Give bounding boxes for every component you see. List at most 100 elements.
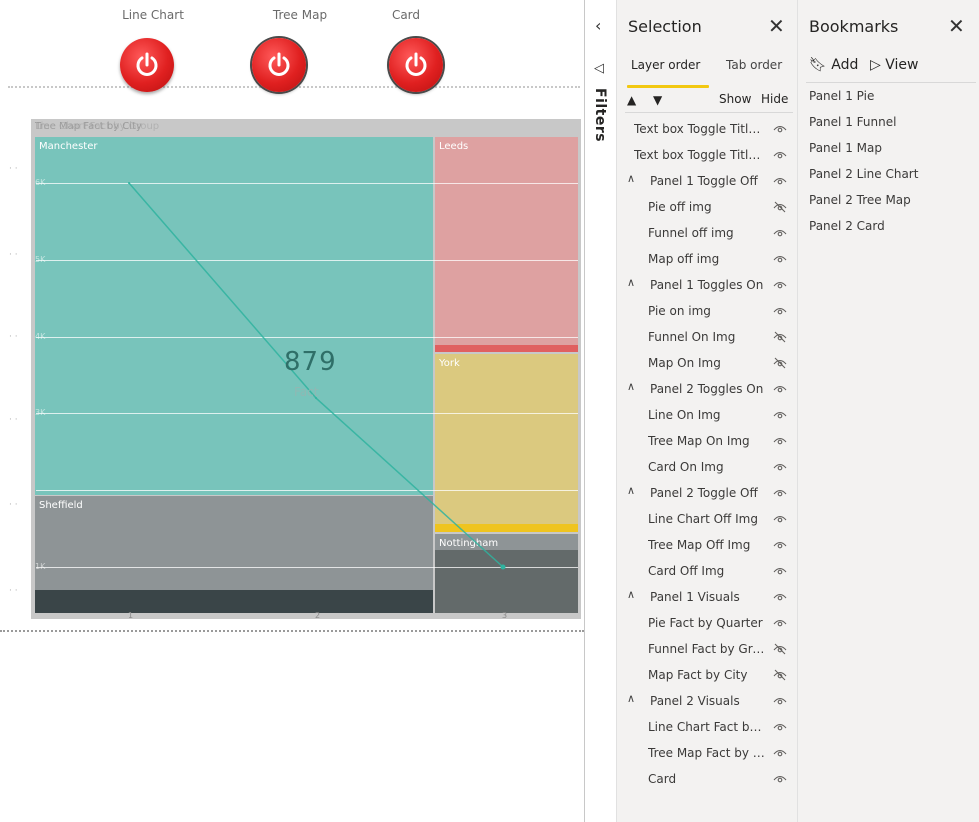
chevron-up-icon[interactable]: ∧ bbox=[627, 172, 636, 185]
canvas-divider bbox=[584, 0, 585, 822]
move-up-icon[interactable]: ▲ bbox=[627, 93, 637, 107]
layer-row[interactable]: Pie off img bbox=[617, 194, 798, 220]
eye-hidden-icon[interactable] bbox=[773, 356, 787, 370]
add-bookmark-button[interactable]: 🔖︎ Add bbox=[809, 57, 858, 73]
eye-icon[interactable] bbox=[773, 564, 787, 578]
x-tick-label: 1 bbox=[128, 611, 134, 620]
layer-row[interactable]: Map off img bbox=[617, 246, 798, 272]
layer-row[interactable]: Text box Toggle Title 2 bbox=[617, 116, 798, 142]
layer-row[interactable]: Funnel Fact by Group bbox=[617, 636, 798, 662]
divider bbox=[806, 82, 976, 83]
eye-icon[interactable] bbox=[773, 538, 787, 552]
bookmark-item[interactable]: Panel 1 Funnel bbox=[809, 115, 897, 129]
layer-label: Panel 2 Toggles On bbox=[650, 382, 764, 396]
treemap-tile-leeds[interactable]: Leeds bbox=[435, 137, 578, 352]
layer-row[interactable]: Line Chart Off Img bbox=[617, 506, 798, 532]
bookmark-item[interactable]: Panel 2 Tree Map bbox=[809, 193, 911, 207]
eye-icon[interactable] bbox=[773, 174, 787, 188]
layer-label: Line Chart Fact by Gr... bbox=[648, 720, 767, 734]
treemap-tile-york[interactable]: York bbox=[435, 354, 578, 532]
layer-group-row[interactable]: ∧ Panel 2 Visuals bbox=[617, 688, 798, 714]
layer-row[interactable]: Map On Img bbox=[617, 350, 798, 376]
layer-row[interactable]: Line On Img bbox=[617, 402, 798, 428]
eye-icon[interactable] bbox=[773, 616, 787, 630]
move-down-icon[interactable]: ▼ bbox=[653, 93, 663, 107]
show-all-button[interactable]: Show bbox=[719, 92, 752, 106]
eye-icon[interactable] bbox=[773, 460, 787, 474]
bookmarks-title: Bookmarks bbox=[809, 17, 899, 36]
layer-row[interactable]: Tree Map On Img bbox=[617, 428, 798, 454]
report-canvas[interactable]: Line Chart Tree Map Card · · · · · · · ·… bbox=[0, 0, 585, 822]
chevron-up-icon[interactable]: ∧ bbox=[627, 692, 636, 705]
filters-pane-collapsed[interactable]: ‹ ◁ Filters bbox=[585, 0, 617, 822]
layer-row[interactable]: Pie Fact by Quarter bbox=[617, 610, 798, 636]
bookmark-item[interactable]: Panel 2 Line Chart bbox=[809, 167, 919, 181]
close-icon[interactable]: ✕ bbox=[768, 14, 785, 38]
tree-map-toggle-button[interactable] bbox=[252, 38, 306, 92]
eye-hidden-icon[interactable] bbox=[773, 330, 787, 344]
eye-hidden-icon[interactable] bbox=[773, 642, 787, 656]
eye-icon[interactable] bbox=[773, 148, 787, 162]
selection-title: Selection bbox=[628, 17, 702, 36]
layer-row[interactable]: Text box Toggle Title 1 bbox=[617, 142, 798, 168]
layer-row[interactable]: Tree Map Fact by City bbox=[617, 740, 798, 766]
eye-icon[interactable] bbox=[773, 512, 787, 526]
eye-icon[interactable] bbox=[773, 304, 787, 318]
eye-icon[interactable] bbox=[773, 434, 787, 448]
eye-icon[interactable] bbox=[773, 122, 787, 136]
bookmark-item[interactable]: Panel 1 Map bbox=[809, 141, 882, 155]
eye-icon[interactable] bbox=[773, 590, 787, 604]
hide-all-button[interactable]: Hide bbox=[761, 92, 789, 106]
x-tick-label: 2 bbox=[315, 611, 321, 620]
filters-label[interactable]: Filters bbox=[592, 88, 608, 143]
line-chart-toggle-button[interactable] bbox=[120, 38, 174, 92]
eye-icon[interactable] bbox=[773, 252, 787, 266]
tab-tab-order[interactable]: Tab order bbox=[726, 58, 783, 72]
eye-icon[interactable] bbox=[773, 694, 787, 708]
eye-icon[interactable] bbox=[773, 746, 787, 760]
layer-row[interactable]: Card Off Img bbox=[617, 558, 798, 584]
layer-group-row[interactable]: ∧ Panel 1 Toggles On bbox=[617, 272, 798, 298]
eye-icon[interactable] bbox=[773, 226, 787, 240]
card-value: 879 bbox=[284, 347, 337, 377]
treemap-tile-manchester[interactable]: Manchester bbox=[35, 137, 433, 495]
eye-icon[interactable] bbox=[773, 486, 787, 500]
eye-hidden-icon[interactable] bbox=[773, 200, 787, 214]
layer-row[interactable]: Pie on img bbox=[617, 298, 798, 324]
card-toggle-button[interactable] bbox=[389, 38, 443, 92]
layer-group-row[interactable]: ∧ Panel 1 Visuals bbox=[617, 584, 798, 610]
treemap-title: Tree Map Fact by City bbox=[35, 121, 142, 132]
bookmark-item[interactable]: Panel 2 Card bbox=[809, 219, 885, 233]
chevron-up-icon[interactable]: ∧ bbox=[627, 380, 636, 393]
layer-group-row[interactable]: ∧ Panel 2 Toggles On bbox=[617, 376, 798, 402]
layer-row[interactable]: Funnel off img bbox=[617, 220, 798, 246]
view-bookmark-button[interactable]: ▷ View bbox=[870, 57, 918, 73]
layer-label: Text box Toggle Title 1 bbox=[634, 148, 767, 162]
eye-hidden-icon[interactable] bbox=[773, 668, 787, 682]
view-icon: ▷ bbox=[870, 57, 881, 73]
layer-group-row[interactable]: ∧ Panel 2 Toggle Off bbox=[617, 480, 798, 506]
outer-tick: · · bbox=[9, 332, 18, 342]
chevron-up-icon[interactable]: ∧ bbox=[627, 276, 636, 289]
chevron-up-icon[interactable]: ∧ bbox=[627, 588, 636, 601]
layer-row[interactable]: Tree Map Off Img bbox=[617, 532, 798, 558]
layer-group-row[interactable]: ∧ Panel 1 Toggle Off bbox=[617, 168, 798, 194]
layer-row[interactable]: Funnel On Img bbox=[617, 324, 798, 350]
eye-icon[interactable] bbox=[773, 278, 787, 292]
layer-row[interactable]: Line Chart Fact by Gr... bbox=[617, 714, 798, 740]
eye-icon[interactable] bbox=[773, 720, 787, 734]
eye-icon[interactable] bbox=[773, 408, 787, 422]
eye-icon[interactable] bbox=[773, 772, 787, 786]
eye-icon[interactable] bbox=[773, 382, 787, 396]
y-tick-label: 6K bbox=[35, 178, 46, 187]
chevron-left-icon[interactable]: ‹ bbox=[595, 16, 602, 35]
layer-row[interactable]: Card bbox=[617, 766, 798, 792]
bookmark-item[interactable]: Panel 1 Pie bbox=[809, 89, 875, 103]
y-tick-label: 3K bbox=[35, 408, 46, 417]
tab-layer-order[interactable]: Layer order bbox=[631, 58, 701, 72]
layer-row[interactable]: Card On Img bbox=[617, 454, 798, 480]
close-icon[interactable]: ✕ bbox=[948, 14, 965, 38]
chevron-up-icon[interactable]: ∧ bbox=[627, 484, 636, 497]
layer-row[interactable]: Map Fact by City bbox=[617, 662, 798, 688]
tile-label: Leeds bbox=[439, 141, 469, 152]
